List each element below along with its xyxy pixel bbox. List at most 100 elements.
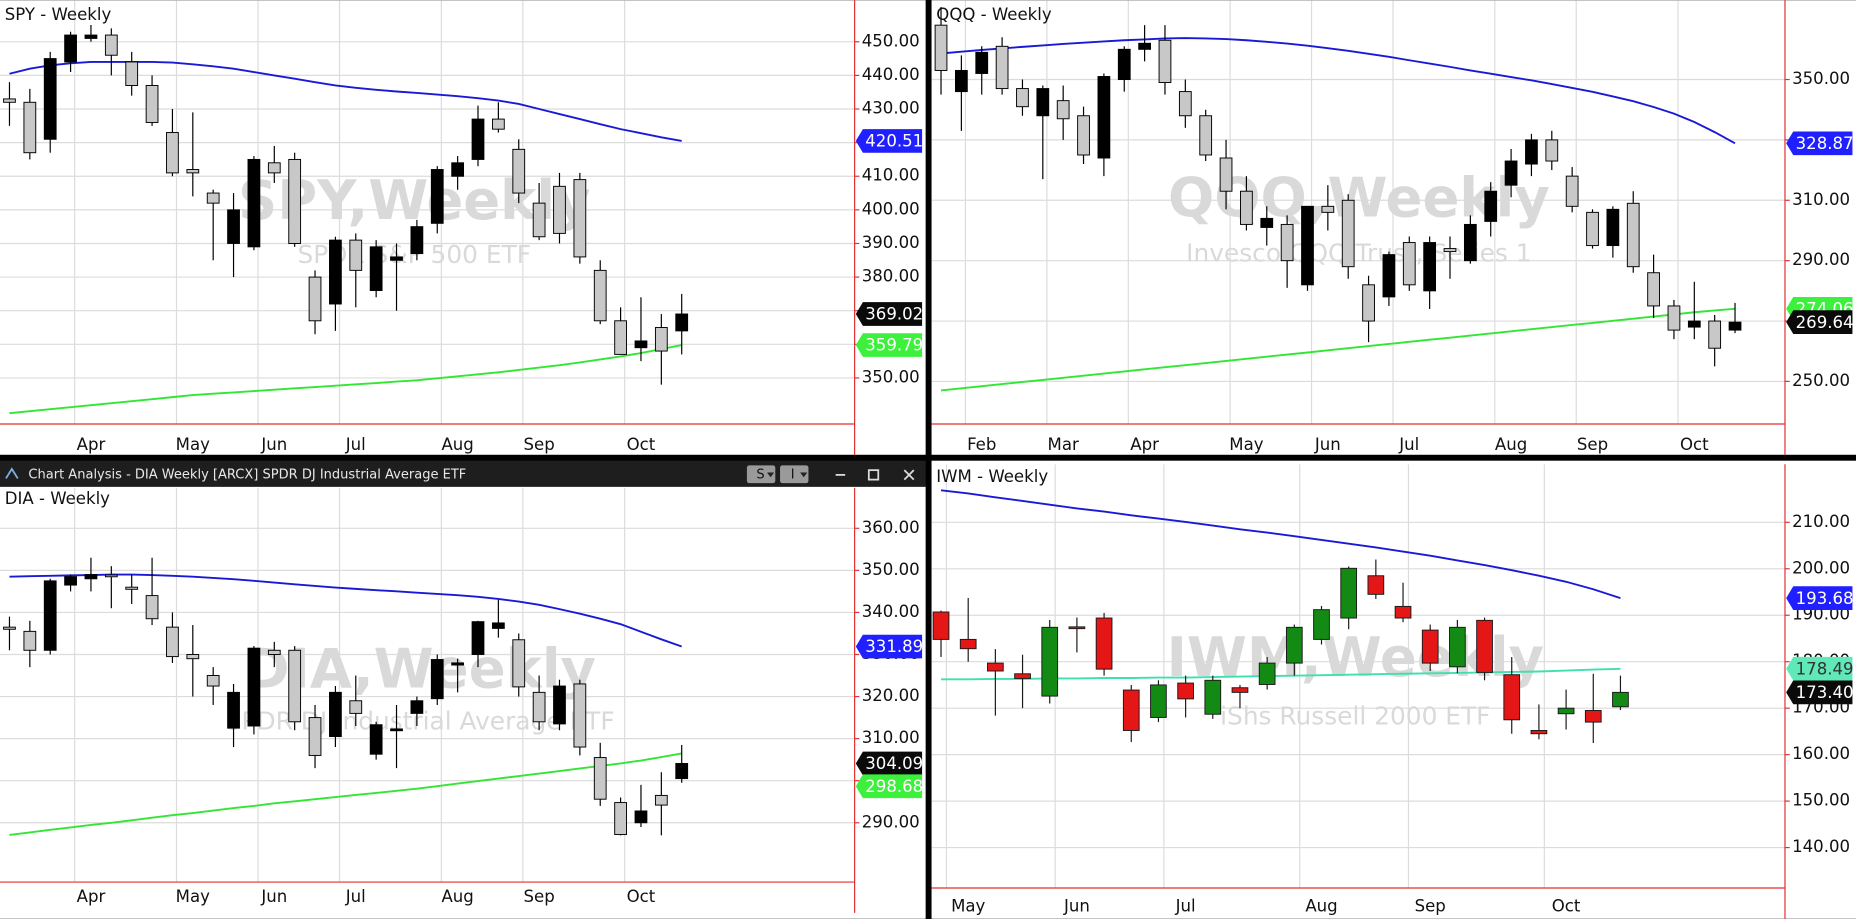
panel-iwm [931,460,1856,919]
candle-body [1313,609,1330,640]
candle-body [1016,88,1029,108]
price-tag [1786,586,1853,610]
candle-body [390,728,403,732]
price-tag [1786,310,1853,334]
candle-body [675,763,689,780]
candle-body [1280,223,1294,262]
candle-body [1240,190,1253,225]
window-title: Chart Analysis - DIA Weekly [ARCX] SPDR … [28,467,466,482]
candle-body [1476,619,1493,673]
candle-body [1138,42,1151,50]
candle-body [1626,202,1640,268]
candle-body [471,621,485,655]
app-icon [5,467,19,479]
price-tag-label: 298.68 [865,777,923,796]
candle-body [634,340,648,349]
price-tag-label: 420.51 [865,132,923,151]
candle-body [227,209,240,244]
x-tick-label: Feb [967,435,996,454]
price-tag-label: 178.49 [1796,659,1854,678]
price-tag [1786,656,1853,681]
candle-body [410,700,424,714]
candle-body [23,101,37,154]
x-tick-label: Apr [1130,435,1159,454]
x-tick-label: Sep [524,887,555,906]
candle-body [1612,691,1629,708]
candle-body [1423,242,1437,292]
candle-body [1606,208,1620,247]
candle-body [430,659,444,700]
y-tick-label: 430.00 [862,99,920,118]
x-tick-label: May [1229,435,1263,454]
price-tag [855,634,923,659]
candle-body [1647,272,1660,307]
candle-body [512,148,526,194]
candle-body [1199,115,1213,156]
x-tick-label: Sep [524,435,555,454]
candle-body [64,34,77,63]
candle-body [166,132,179,174]
x-tick-label: Aug [1305,896,1337,915]
maximize-button[interactable] [867,469,880,481]
candle-body [1530,730,1548,735]
candle-body [1177,682,1194,700]
candle-body [308,276,322,322]
x-tick-label: Apr [77,435,106,454]
candle-body [987,662,1004,672]
candle-body [1097,76,1111,159]
price-tag-label: 193.68 [1796,589,1854,608]
price-tag [855,333,923,357]
watermark-subtitle: Invesco QQQ Trust, Series 1 [1186,239,1531,268]
chart-title: DIA - Weekly [5,489,110,508]
x-tick-label: Apr [77,887,106,906]
candle-body [3,98,16,103]
candle-body [1708,320,1722,349]
candle-body [349,700,363,714]
candle-body [1504,160,1518,186]
candle-body [959,638,977,650]
toolbar-button-label[interactable]: I [791,467,795,482]
candle-body [1117,48,1131,80]
x-tick-label: Jun [1314,435,1341,454]
candle-body [471,118,485,160]
moving-average-line [9,752,682,836]
close-button[interactable] [903,469,915,481]
price-tag [855,751,923,776]
candle-body [1687,320,1701,328]
chart-title: SPY - Weekly [5,5,112,24]
chart-title: QQQ - Weekly [936,5,1052,24]
candle-body [1557,707,1575,715]
x-tick-label: May [176,887,210,906]
toolbar-button[interactable] [780,465,809,484]
candle-body [104,574,118,578]
candle-body [1443,248,1457,253]
candle-body [349,239,363,271]
y-tick-label: 320.00 [862,686,920,705]
moving-average-line [940,307,1736,392]
dropdown-arrow [767,472,775,478]
toolbar-button[interactable] [746,465,776,484]
toolbar-button-label[interactable]: S [756,467,764,482]
y-tick-label: 450.00 [862,31,920,50]
candle-body [654,794,668,806]
candle-body [145,595,159,620]
candle-body [206,192,220,204]
price-tag [1786,680,1853,705]
moving-average-line [9,344,682,415]
x-tick-label: Oct [627,887,656,906]
candle-body [553,185,566,234]
candle-body [995,45,1009,90]
price-tag [855,774,923,799]
candle-body [1449,626,1466,668]
candle-body [1525,139,1538,165]
candle-body [247,647,261,727]
x-tick-label: Sep [1577,435,1608,454]
candle-body [1584,710,1602,723]
candle-body [1014,673,1031,679]
candle-body [1341,199,1355,268]
candle-body [125,586,139,590]
x-tick-label: Mar [1048,435,1079,454]
y-tick-label: 150.00 [1792,791,1850,810]
